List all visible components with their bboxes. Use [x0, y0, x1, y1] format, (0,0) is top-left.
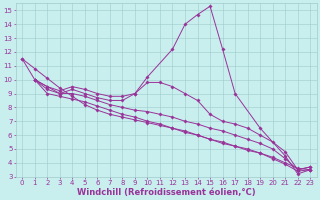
X-axis label: Windchill (Refroidissement éolien,°C): Windchill (Refroidissement éolien,°C) [77, 188, 256, 197]
